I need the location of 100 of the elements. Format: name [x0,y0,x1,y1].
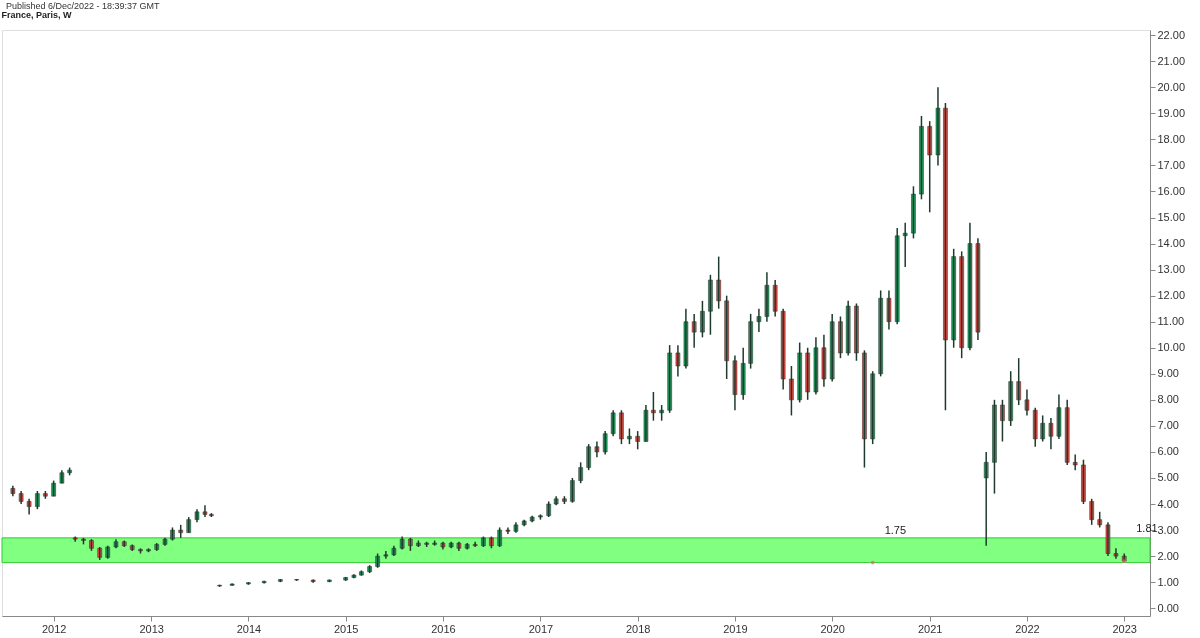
candlestick [1105,521,1111,557]
candlestick [643,404,649,443]
candlestick [854,302,859,362]
candlestick [619,409,624,445]
y-tick-label: 0.00 [1157,601,1179,614]
y-tick-label: 11.00 [1157,315,1185,328]
y-tick-label: 22.00 [1157,28,1186,41]
y-tick-label: 20.00 [1157,80,1186,93]
y-tick-label: 13.00 [1157,263,1186,276]
candlestick [911,185,916,240]
x-tick-label: 2019 [723,622,748,635]
candlestick [18,490,24,505]
candlestick [1081,458,1086,505]
candlestick [399,535,405,551]
text: Published 6/Dec/2022 - 18:39:37 GMT [6,1,161,11]
candlestick [529,514,535,523]
candlestick [261,580,267,585]
x-tick-label: 2016 [431,622,456,635]
x-tick-label: 2021 [917,622,943,635]
y-tick-label: 16.00 [1157,184,1186,197]
candlestick [870,370,875,445]
y-tick-label: 17.00 [1157,158,1186,171]
candlestick [26,498,32,516]
candlestick [1089,498,1094,526]
y-tick-label: 10.00 [1157,341,1186,354]
x-tick-label: 2022 [1015,622,1040,635]
candlestick [700,300,705,339]
candlestick [862,349,867,469]
candlestick [992,399,997,495]
candlestick [10,485,16,497]
candlestick [162,537,168,547]
y-tick-label: 8.00 [1157,393,1179,406]
candlestick [732,354,738,411]
candlestick [951,248,956,349]
candlestick [975,237,981,341]
candlestick [472,541,478,548]
candlestick [838,315,843,359]
candlestick [683,307,689,370]
y-tick-label: 18.00 [1157,132,1186,145]
candlestick [1113,547,1119,560]
y-tick-label: 6.00 [1157,445,1179,458]
y-tick-label: 5.00 [1157,471,1179,484]
x-tick-label: 2013 [139,622,164,635]
candlestick [594,440,600,458]
candlestick [935,86,941,167]
candlestick [805,346,810,401]
candlestick [35,490,40,510]
candlestick [440,541,446,551]
candlestick [716,255,721,310]
candlestick [651,391,656,422]
candlestick [813,336,819,396]
candlestick [635,430,640,451]
y-tick-label: 21.00 [1157,54,1186,67]
candlestick [1008,370,1013,427]
candlestick [675,344,681,378]
candlestick [570,477,575,504]
candlestick [943,102,948,411]
x-tick-label: 2015 [333,622,359,635]
y-tick-label: 15.00 [1157,211,1186,224]
candlestick [886,289,892,331]
y-tick-label: 7.00 [1157,419,1179,432]
candlestick [383,550,389,560]
candlestick [505,526,511,535]
y-tick-label: 4.00 [1157,497,1179,510]
x-tick-label: 2012 [41,622,67,635]
candlestick [1056,393,1062,440]
chart-title: France, Paris, W [1,10,73,20]
candlestick [351,573,357,579]
candlestick [59,469,65,484]
candlestick [748,313,753,370]
candlestick [927,120,932,214]
candlestick [113,538,119,550]
candlestick [667,344,672,414]
candlestick [1048,417,1054,451]
candlestick [1016,357,1021,406]
candlestick [578,461,583,484]
candlestick [391,544,397,557]
y-tick-label: 2.00 [1157,549,1179,562]
candlestick [229,582,235,587]
candlestick [456,541,462,552]
candlestick [708,274,713,336]
candlestick [1000,399,1005,443]
candlestick [586,443,591,471]
candlestick [764,271,770,323]
y-tick-label: 1.00 [1157,575,1179,588]
x-tick-label: 2023 [1112,622,1137,635]
candlestick [1040,414,1045,443]
candlestick [1024,388,1030,417]
candlestick [724,294,729,380]
annotation: 1.81 [1136,522,1158,535]
y-tick-label: 3.00 [1157,523,1179,536]
x-tick-label: 2020 [820,622,845,635]
y-tick-label: 14.00 [1157,237,1186,250]
candlestick [497,526,502,548]
y-tick-label: 19.00 [1157,106,1186,119]
candlestick [194,508,200,523]
candlestick [797,341,802,404]
x-tick-label: 2017 [528,622,554,635]
candlestick [789,365,794,417]
y-tick-label: 12.00 [1157,289,1186,302]
